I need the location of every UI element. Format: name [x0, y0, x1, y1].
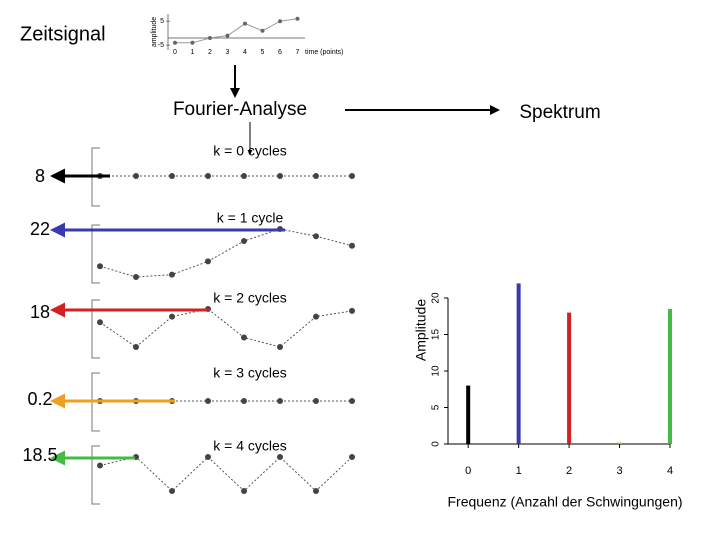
wave-point	[205, 454, 211, 460]
wave-point	[313, 313, 319, 320]
wave-label: k = 0 cycles	[213, 143, 287, 159]
wave-point	[349, 307, 355, 314]
axis	[91, 299, 100, 359]
time-signal: amplitude 5-50 1 2 3 4 5 6 7 time (points)	[151, 14, 344, 56]
analysis-label: Fourier-Analyse	[173, 99, 307, 120]
wave-point	[205, 258, 211, 265]
y-tick-label: 5	[160, 18, 164, 25]
x-tick-label: 1	[191, 49, 195, 56]
x-axis-label: Frequenz (Anzahl der Schwingungen)	[447, 494, 682, 510]
x-tick-label: 1	[516, 465, 522, 477]
amplitude-label: 0.2	[27, 389, 52, 409]
title: Zeitsignal	[20, 23, 106, 45]
wave-point	[349, 454, 355, 460]
wave-point	[205, 173, 211, 179]
signal-point	[243, 21, 247, 26]
signal-point	[173, 40, 177, 45]
signal-point	[190, 40, 195, 45]
x-tick-label: 5	[261, 49, 265, 56]
wave-line	[99, 456, 353, 492]
wave-point	[133, 274, 139, 280]
bar	[516, 283, 521, 444]
wave-point	[349, 242, 355, 249]
wave-point	[169, 313, 175, 320]
y-tick-label: -5	[158, 42, 164, 49]
x-tick-label: 0	[465, 465, 471, 477]
amplitude-label: 8	[35, 166, 45, 186]
y-axis-label: amplitude	[151, 17, 158, 47]
x-tick-label: 3	[226, 49, 230, 56]
wave-label: k = 1 cycle	[217, 210, 284, 226]
x-tick-label: 6	[278, 49, 282, 56]
x-axis-label: time (points)	[305, 49, 344, 56]
y-axis-label: Amplitude	[413, 299, 429, 361]
wave-point	[277, 173, 283, 179]
wave-point	[241, 488, 247, 494]
wave-line	[99, 308, 353, 348]
axis	[91, 445, 100, 505]
waves: k = 0 cycles 8 k = 1 cycle 22 k = 2 cycles 18…	[22, 143, 355, 505]
y-tick-label: 5	[431, 404, 442, 410]
signal-point	[260, 28, 265, 33]
wave-point	[97, 319, 103, 326]
bar	[567, 312, 572, 444]
x-tick-label: 4	[667, 465, 673, 477]
wave-point	[97, 462, 103, 469]
amplitude-label: 22	[30, 219, 50, 239]
wave-label: k = 4 cycles	[213, 438, 287, 454]
amplitude-label: 18	[30, 302, 50, 322]
wave-point	[169, 173, 175, 179]
wave-point	[277, 398, 283, 404]
wave-point	[277, 454, 283, 460]
y-tick-label: 20	[431, 292, 442, 304]
x-tick-label: 4	[243, 49, 247, 56]
spectrum-label: Spektrum	[519, 102, 600, 123]
wave-point	[277, 344, 283, 350]
x-tick-label: 3	[616, 465, 622, 477]
y-tick-label: 10	[431, 365, 442, 377]
bar	[668, 308, 672, 444]
wave-point	[241, 173, 247, 179]
y-tick-label: 15	[431, 329, 442, 341]
wave-point	[313, 398, 319, 404]
wave-point	[241, 398, 247, 404]
wave-point	[133, 173, 139, 179]
wave-point	[169, 488, 175, 494]
x-tick-label: 0	[173, 49, 177, 56]
wave-point	[169, 271, 175, 278]
bar	[617, 442, 622, 444]
x-tick-label: 2	[208, 49, 212, 56]
wave-point	[97, 263, 103, 270]
signal-point	[278, 19, 282, 24]
y-tick-label: 0	[431, 441, 442, 447]
wave-point	[133, 344, 139, 350]
signal-point	[208, 36, 212, 40]
wave-label: k = 3 cycles	[213, 365, 287, 381]
bar	[466, 385, 471, 444]
wave-line	[99, 228, 353, 278]
wave-point	[349, 398, 355, 404]
wave-label: k = 2 cycles	[213, 290, 287, 306]
signal-point	[295, 16, 300, 21]
wave-point	[241, 238, 247, 244]
x-tick-label: 2	[566, 465, 572, 477]
wave-point	[313, 233, 319, 240]
x-tick-label: 7	[296, 49, 300, 56]
wave-point	[313, 488, 319, 494]
wave-point	[349, 173, 355, 179]
wave-point	[313, 173, 319, 179]
wave-point	[205, 398, 211, 404]
wave-point	[241, 334, 247, 341]
amplitude-label: 18.5	[22, 445, 57, 465]
axis	[91, 224, 100, 284]
signal-line	[175, 18, 298, 44]
signal-point	[225, 33, 230, 38]
